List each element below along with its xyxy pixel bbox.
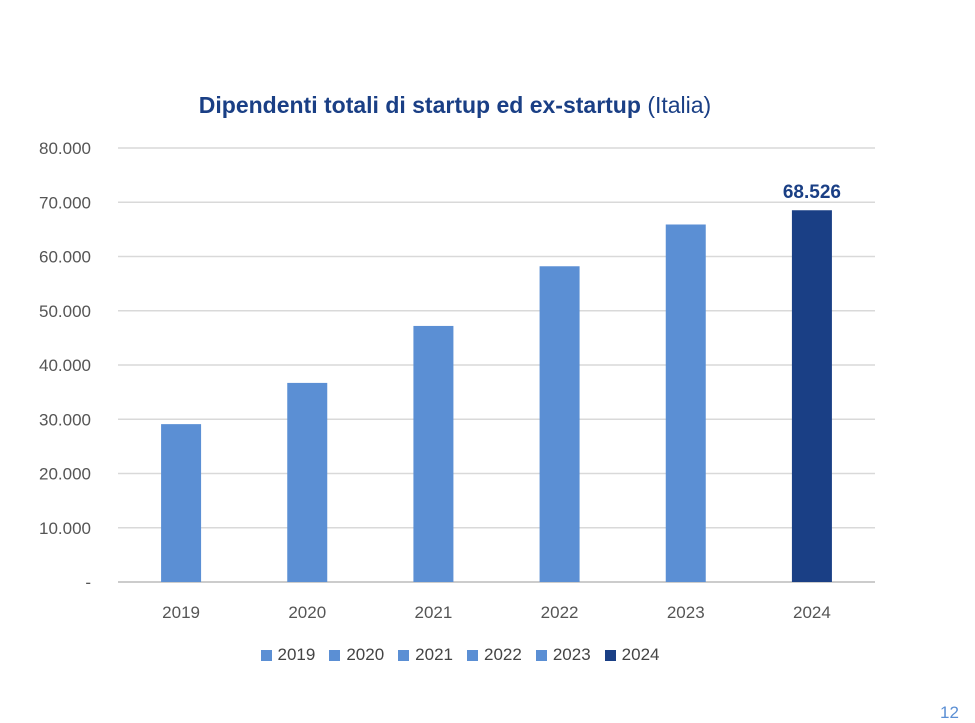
y-tick-label: 10.000 <box>39 519 91 538</box>
y-tick-label: 70.000 <box>39 193 91 212</box>
legend-swatch <box>398 649 410 661</box>
chart-title: Dipendenti totali di startup ed ex-start… <box>0 92 910 119</box>
y-tick-label: 60.000 <box>39 248 91 267</box>
x-tick-label: 2022 <box>541 603 579 622</box>
legend-item: 2021 <box>398 645 453 665</box>
legend-swatch <box>535 649 547 661</box>
legend-label: 2021 <box>415 645 453 664</box>
y-tick-label: - <box>85 573 91 592</box>
legend-item: 2019 <box>260 645 316 665</box>
legend-item: 2022 <box>467 645 522 665</box>
y-tick-label: 30.000 <box>39 410 91 429</box>
bar-2024 <box>791 210 832 582</box>
bar-2023 <box>665 224 706 582</box>
legend-label: 2022 <box>484 645 522 664</box>
x-tick-label: 2019 <box>162 603 200 622</box>
bar-2019 <box>161 424 202 582</box>
legend-item: 2020 <box>329 645 384 665</box>
x-tick-label: 2024 <box>793 603 831 622</box>
chart-subtitle: (Italia) <box>647 92 712 118</box>
x-tick-label: 2021 <box>415 603 453 622</box>
chart-title-main: Dipendenti totali di startup ed ex-start… <box>198 92 641 118</box>
legend-swatch <box>467 649 478 661</box>
legend-label: 2023 <box>552 645 591 664</box>
legend-item: 2023 <box>535 645 591 665</box>
data-label: 68.526 <box>783 182 841 203</box>
bar-2021 <box>413 325 454 582</box>
legend-swatch <box>260 649 272 661</box>
legend-label: 2019 <box>277 645 316 664</box>
x-tick-label: 2023 <box>667 603 705 622</box>
legend-swatch <box>604 649 616 661</box>
legend-label: 2024 <box>621 645 660 664</box>
legend: 2019 2020 2021 2022 2023 2024 <box>0 645 920 665</box>
y-tick-label: 80.000 <box>39 139 91 158</box>
y-tick-label: 50.000 <box>39 302 91 321</box>
x-tick-label: 2020 <box>288 603 326 622</box>
page-number: 12 <box>940 703 959 722</box>
legend-item: 2024 <box>604 645 660 665</box>
bar-2020 <box>287 382 328 582</box>
y-tick-label: 20.000 <box>39 465 91 484</box>
legend-swatch <box>329 649 341 661</box>
legend-label: 2020 <box>346 645 385 664</box>
y-tick-label: 40.000 <box>39 356 91 375</box>
bar-2022 <box>539 266 580 582</box>
